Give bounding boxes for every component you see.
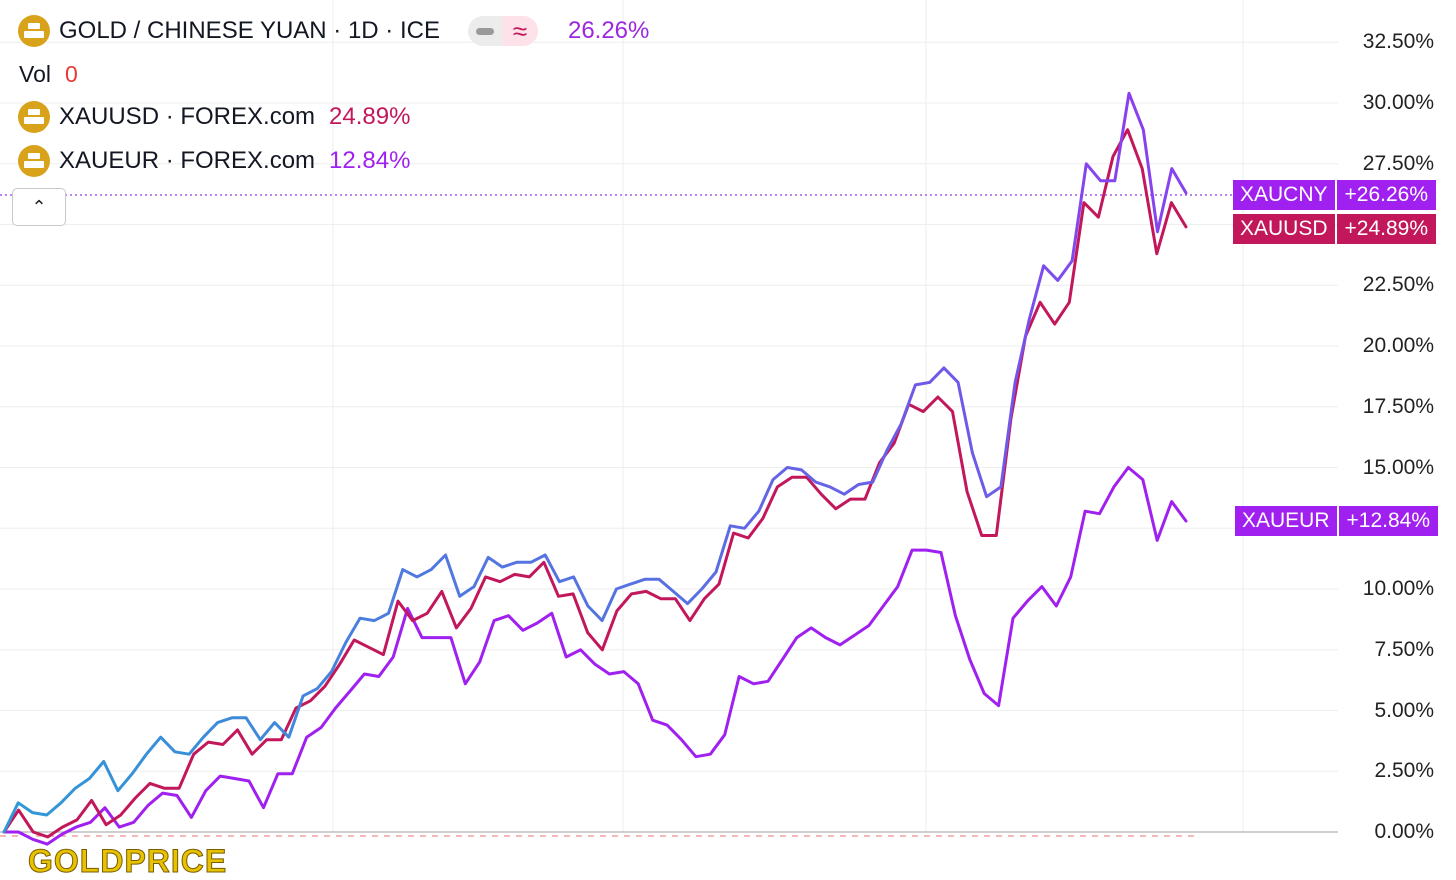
compare-value: 24.89% [329, 103, 411, 130]
volume-label: Vol [19, 60, 51, 87]
bar-mode-icon[interactable] [468, 16, 502, 46]
price-tag-value: +12.84% [1338, 506, 1439, 536]
series-line-xauusd [2, 128, 1188, 839]
main-symbol-title: GOLD / CHINESE YUAN · 1D · ICE [59, 17, 440, 44]
y-tick-label: 5.00% [1374, 698, 1434, 722]
y-tick-label: 27.50% [1362, 151, 1434, 175]
chart-mode-toggle[interactable]: ≈ [467, 16, 538, 46]
price-tag-xaucny: XAUCNY +26.26% [1233, 180, 1437, 210]
y-tick-label: 15.00% [1362, 455, 1434, 479]
y-tick-label: 20.00% [1362, 334, 1434, 357]
price-tag-name: XAUCNY [1233, 180, 1335, 210]
price-tag-name: XAUEUR [1235, 506, 1337, 536]
price-tag-name: XAUUSD [1233, 214, 1335, 244]
approx-mode-icon[interactable]: ≈ [501, 16, 538, 46]
series-line-xaueur [2, 466, 1188, 846]
goldprice-logo: GOLDPRICE [27, 843, 228, 880]
y-tick-label: 7.50% [1374, 637, 1434, 661]
y-tick-label: 22.50% [1362, 273, 1434, 297]
volume-value: 0 [64, 60, 78, 87]
y-tick-label: 2.50% [1374, 759, 1434, 783]
collapse-legend-button[interactable]: ⌃ [12, 188, 66, 226]
compare-label: XAUUSD · FOREX.com [59, 103, 316, 130]
chevron-up-icon: ⌃ [31, 196, 47, 217]
compare-legend-xauusd[interactable]: XAUUSD · FOREX.com 24.89% [18, 100, 410, 134]
compare-label: XAUEUR · FOREX.com [59, 147, 316, 174]
y-tick-label: 10.00% [1362, 577, 1434, 600]
gold-coin-icon [18, 145, 50, 177]
volume-legend: Vol 0 [19, 57, 78, 91]
compare-legend-xaueur[interactable]: XAUEUR · FOREX.com 12.84% [18, 144, 410, 178]
main-symbol-legend[interactable]: GOLD / CHINESE YUAN · 1D · ICE ≈ 26.26% [18, 14, 649, 48]
y-tick-label: 30.00% [1362, 91, 1434, 114]
price-tag-value: +26.26% [1336, 180, 1437, 210]
y-tick-label: 17.50% [1362, 394, 1434, 418]
price-tag-value: +24.89% [1336, 214, 1437, 244]
price-tag-xauusd: XAUUSD +24.89% [1233, 214, 1437, 244]
grid-lines [0, 0, 1338, 832]
gold-coin-icon [18, 101, 50, 133]
compare-value: 12.84% [329, 147, 411, 174]
gold-coin-icon [18, 15, 50, 47]
series-line-xaucny [2, 91, 1188, 834]
series-lines [2, 91, 1188, 846]
main-symbol-value: 26.26% [567, 17, 650, 44]
price-tag-xaueur: XAUEUR +12.84% [1235, 506, 1439, 536]
y-tick-label: 32.50% [1362, 30, 1434, 54]
y-tick-label: 0.00% [1374, 820, 1434, 843]
